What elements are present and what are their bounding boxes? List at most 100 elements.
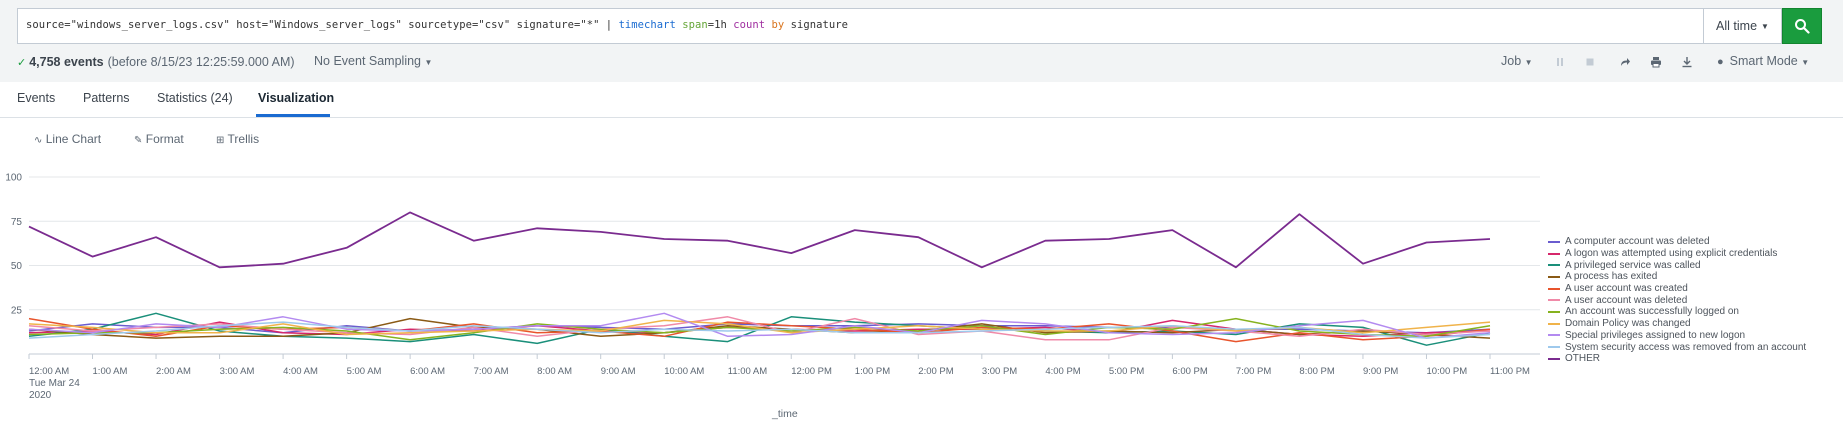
legend-swatch xyxy=(1548,264,1560,267)
legend-item[interactable]: An account was successfully logged on xyxy=(1548,306,1806,318)
format-button[interactable]: ✎ Format xyxy=(134,132,184,146)
share-button[interactable] xyxy=(1617,54,1633,70)
x-tick-label: 4:00 PM xyxy=(1045,366,1080,377)
line-chart-icon: ∿ xyxy=(34,135,43,146)
x-tick-label: 6:00 AM xyxy=(410,366,445,377)
legend-item[interactable]: Special privileges assigned to new logon xyxy=(1548,330,1806,342)
x-tick-label: 12:00 AM xyxy=(29,366,69,377)
x-axis-date-label: Tue Mar 24 2020 xyxy=(29,378,80,402)
query-base: source="windows_server_logs.csv" host="W… xyxy=(26,19,619,31)
caret-down-icon: ▼ xyxy=(1801,58,1810,67)
active-tab-indicator xyxy=(256,114,330,117)
date-label-line1: Tue Mar 24 xyxy=(29,378,80,389)
x-tick-label: 5:00 AM xyxy=(347,366,382,377)
pause-button[interactable] xyxy=(1552,54,1568,70)
x-tick-label: 5:00 PM xyxy=(1109,366,1144,377)
tab-events[interactable]: Events xyxy=(17,91,56,105)
query-command: timechart xyxy=(618,19,676,31)
legend-item[interactable]: A privileged service was called xyxy=(1548,259,1806,271)
query-function: count xyxy=(733,19,766,31)
y-tick-label: 25 xyxy=(11,305,23,316)
trellis-button[interactable]: ⊞ Trellis xyxy=(216,132,259,146)
legend-item[interactable]: Domain Policy was changed xyxy=(1548,318,1806,330)
legend-label: A privileged service was called xyxy=(1565,259,1701,271)
event-sampling-dropdown[interactable]: No Event Sampling ▼ xyxy=(314,54,432,68)
time-range-label: All time xyxy=(1716,19,1758,33)
print-button[interactable] xyxy=(1648,54,1664,70)
x-tick-label: 4:00 AM xyxy=(283,366,318,377)
tab-visualization[interactable]: Visualization xyxy=(258,91,335,105)
stop-icon xyxy=(1586,58,1594,66)
legend-label: A process has exited xyxy=(1565,271,1658,283)
legend-item[interactable]: A user account was created xyxy=(1548,283,1806,295)
event-sampling-label: No Event Sampling xyxy=(314,54,422,68)
chart-type-button[interactable]: ∿ Line Chart xyxy=(34,132,101,146)
legend-label: A user account was deleted xyxy=(1565,294,1688,306)
events-time-meta: (before 8/15/23 12:25:59.000 AM) xyxy=(107,55,295,69)
legend-label: OTHER xyxy=(1565,353,1600,365)
legend-item[interactable]: A user account was deleted xyxy=(1548,294,1806,306)
share-icon xyxy=(1621,58,1630,66)
x-tick-label: 3:00 AM xyxy=(220,366,255,377)
legend-item[interactable]: System security access was removed from … xyxy=(1548,341,1806,353)
x-tick-label: 2:00 PM xyxy=(918,366,953,377)
x-tick-label: 2:00 AM xyxy=(156,366,191,377)
legend-label: Special privileges assigned to new logon xyxy=(1565,329,1746,341)
x-tick-label: 7:00 PM xyxy=(1236,366,1271,377)
legend-swatch xyxy=(1548,240,1560,243)
x-tick-label: 11:00 AM xyxy=(728,366,768,377)
download-icon xyxy=(1682,57,1692,68)
search-mode-dropdown[interactable]: ● Smart Mode ▼ xyxy=(1717,54,1809,68)
y-tick-label: 75 xyxy=(11,217,23,228)
search-input[interactable]: source="windows_server_logs.csv" host="W… xyxy=(17,8,1703,44)
query-keyword: by xyxy=(765,19,785,31)
x-tick-label: 3:00 PM xyxy=(982,366,1017,377)
legend-label: A logon was attempted using explicit cre… xyxy=(1565,248,1778,260)
legend-swatch xyxy=(1548,287,1560,290)
timechart: 25 50 75 100 12:00 AM 1:00 AM 2:00 AM 3:00 AM 4:… xyxy=(5,173,1540,377)
search-mode-label: Smart Mode xyxy=(1729,54,1798,68)
date-label-line2: 2020 xyxy=(29,390,52,401)
checkmark-icon: ✓ xyxy=(17,56,27,69)
legend-swatch xyxy=(1548,252,1560,255)
x-tick-label: 9:00 PM xyxy=(1363,366,1398,377)
legend-item[interactable]: OTHER xyxy=(1548,353,1806,365)
x-tick-label: 12:00 PM xyxy=(791,366,832,377)
job-menu[interactable]: Job ▼ xyxy=(1501,54,1533,68)
legend-item[interactable]: A computer account was deleted xyxy=(1548,236,1806,248)
grid-icon: ⊞ xyxy=(216,135,225,146)
pause-icon xyxy=(1557,58,1563,66)
tab-patterns[interactable]: Patterns xyxy=(83,91,130,105)
x-tick-label: 10:00 PM xyxy=(1426,366,1467,377)
stop-button[interactable] xyxy=(1582,54,1598,70)
legend-swatch xyxy=(1548,322,1560,325)
search-query-text[interactable]: source="windows_server_logs.csv" host="W… xyxy=(26,19,848,31)
caret-down-icon: ▼ xyxy=(424,58,433,67)
search-button[interactable] xyxy=(1782,8,1822,44)
legend-swatch xyxy=(1548,299,1560,302)
events-count: 4,758 events xyxy=(29,55,104,69)
x-tick-label: 11:00 PM xyxy=(1490,366,1530,377)
series-line[interactable] xyxy=(28,321,1491,339)
print-icon xyxy=(1651,57,1661,68)
legend-swatch xyxy=(1548,310,1560,313)
x-tick-label: 6:00 PM xyxy=(1172,366,1207,377)
legend-label: An account was successfully logged on xyxy=(1565,306,1739,318)
legend-item[interactable]: A process has exited xyxy=(1548,271,1806,283)
legend-swatch xyxy=(1548,334,1560,337)
series-line[interactable] xyxy=(28,312,1491,339)
series-line[interactable] xyxy=(28,317,1491,341)
caret-down-icon: ▼ xyxy=(1524,58,1533,67)
export-button[interactable] xyxy=(1679,54,1695,70)
series-line[interactable] xyxy=(28,319,1491,336)
series-line[interactable] xyxy=(28,211,1491,269)
legend-label: System security access was removed from … xyxy=(1565,341,1807,353)
x-tick-label: 1:00 PM xyxy=(855,366,890,377)
chart-legend: A computer account was deleted A logon wa… xyxy=(1548,236,1806,365)
x-tick-label: 7:00 AM xyxy=(474,366,509,377)
legend-swatch xyxy=(1548,275,1560,278)
tab-statistics[interactable]: Statistics (24) xyxy=(157,91,233,105)
time-range-picker[interactable]: All time ▼ xyxy=(1703,8,1782,44)
legend-item[interactable]: A logon was attempted using explicit cre… xyxy=(1548,248,1806,260)
